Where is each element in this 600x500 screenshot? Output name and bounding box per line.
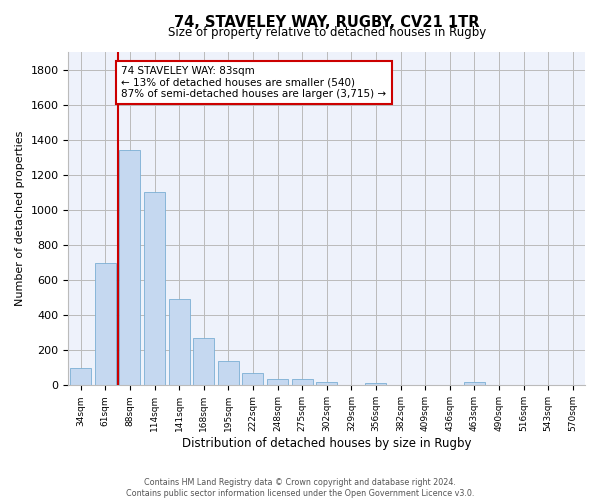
Y-axis label: Number of detached properties: Number of detached properties: [15, 131, 25, 306]
Bar: [169, 300, 190, 386]
Bar: [316, 382, 337, 386]
Text: Contains HM Land Registry data © Crown copyright and database right 2024.
Contai: Contains HM Land Registry data © Crown c…: [126, 478, 474, 498]
Bar: [218, 361, 239, 386]
Bar: [193, 338, 214, 386]
Text: Size of property relative to detached houses in Rugby: Size of property relative to detached ho…: [167, 26, 486, 38]
X-axis label: Distribution of detached houses by size in Rugby: Distribution of detached houses by size …: [182, 437, 472, 450]
Bar: [365, 382, 386, 386]
Title: 74, STAVELEY WAY, RUGBY, CV21 1TR: 74, STAVELEY WAY, RUGBY, CV21 1TR: [174, 15, 479, 30]
Text: 74 STAVELEY WAY: 83sqm
← 13% of detached houses are smaller (540)
87% of semi-de: 74 STAVELEY WAY: 83sqm ← 13% of detached…: [121, 66, 386, 99]
Bar: [119, 150, 140, 386]
Bar: [95, 262, 116, 386]
Bar: [70, 368, 91, 386]
Bar: [464, 382, 485, 386]
Bar: [292, 379, 313, 386]
Bar: [144, 192, 165, 386]
Bar: [267, 379, 288, 386]
Bar: [242, 373, 263, 386]
